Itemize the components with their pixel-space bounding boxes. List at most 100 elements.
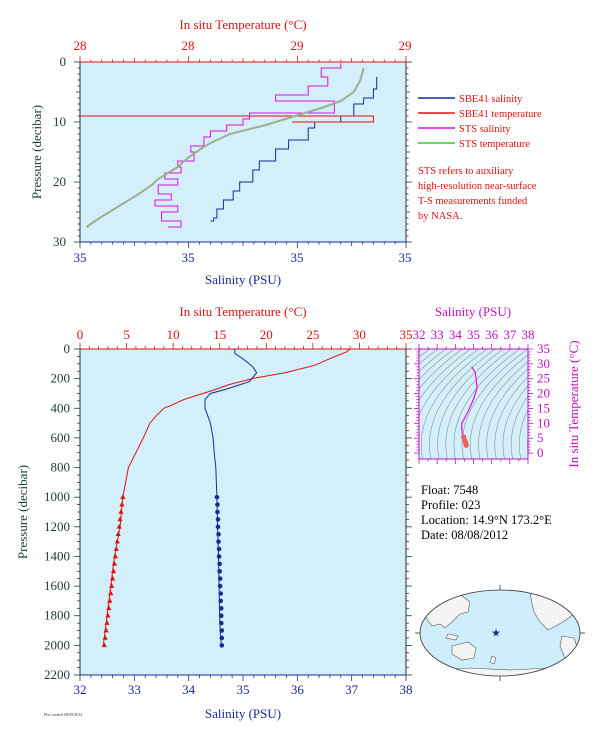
ts-sal-tick-label: 32 bbox=[413, 327, 426, 342]
sbe41-temperature-line bbox=[80, 115, 374, 123]
top-temp-axis-label: In situ Temperature (°C) bbox=[179, 17, 306, 32]
pressure-tick-label: 800 bbox=[51, 460, 71, 475]
ts-curve bbox=[460, 366, 478, 448]
temperature-marker bbox=[112, 553, 118, 559]
salinity-tick-label: 38 bbox=[400, 682, 413, 697]
top-temp-tick: 28 bbox=[74, 38, 87, 53]
top-sal-tick: 35 bbox=[182, 250, 195, 265]
top-plot-area bbox=[80, 62, 406, 242]
pressure-tick-label: 1800 bbox=[44, 608, 70, 623]
top-pressure-tick: 10 bbox=[53, 114, 66, 129]
main-plot-area bbox=[80, 349, 406, 675]
main-tick-marks bbox=[74, 343, 412, 681]
salinity-tick-label: 33 bbox=[128, 682, 141, 697]
salinity-marker bbox=[216, 539, 221, 544]
density-contour bbox=[478, 361, 528, 459]
temp-tick-label: 30 bbox=[353, 327, 366, 342]
temperature-marker bbox=[120, 494, 126, 499]
salinity-marker bbox=[219, 643, 225, 648]
top-temp-tick: 28 bbox=[182, 38, 195, 53]
temperature-marker bbox=[102, 634, 108, 640]
plot-caption: Plot created 08/09/2012 bbox=[44, 712, 82, 717]
ts-temp-axis-label: In situ Temperature (°C) bbox=[566, 340, 581, 467]
sts-temperature-line bbox=[85, 67, 365, 228]
temperature-marker bbox=[113, 546, 119, 551]
ts-temp-tick-label: 5 bbox=[537, 430, 544, 445]
top-pressure-tick: 30 bbox=[53, 234, 66, 249]
ts-tick-marks bbox=[414, 344, 533, 464]
salinity-marker bbox=[218, 620, 224, 626]
legend-label: STS temperature bbox=[459, 139, 530, 150]
salinity-tick-label: 35 bbox=[237, 682, 250, 697]
pressure-tick-label: 2000 bbox=[44, 637, 70, 652]
main-sal-axis-label: Salinity (PSU) bbox=[205, 706, 281, 721]
temperature-marker bbox=[116, 523, 122, 529]
top-pressure-tick: 20 bbox=[53, 174, 66, 189]
density-contour bbox=[419, 349, 463, 390]
top-sal-tick: 35 bbox=[291, 250, 304, 265]
date: Date: 08/08/2012 bbox=[421, 528, 508, 542]
temperature-marker bbox=[114, 538, 120, 544]
temp-tick-label: 0 bbox=[77, 327, 84, 342]
pressure-tick-label: 1600 bbox=[44, 578, 70, 593]
sts-note: STS refers to auxiliary high-resolution … bbox=[418, 166, 537, 222]
temperature-marker bbox=[111, 560, 118, 566]
temp-tick-label: 25 bbox=[306, 327, 319, 342]
temp-tick-label: 10 bbox=[167, 327, 180, 342]
temperature-marker bbox=[118, 509, 124, 514]
main-series-markers bbox=[101, 494, 225, 648]
density-contour bbox=[510, 395, 528, 459]
ts-sal-tick-label: 37 bbox=[503, 327, 517, 342]
top-pressure-tick: 0 bbox=[60, 54, 67, 69]
ts-temp-tick-label: 0 bbox=[537, 445, 544, 460]
pressure-tick-label: 1000 bbox=[44, 489, 70, 504]
map-landmass bbox=[559, 635, 579, 671]
main-tick-labels: 0200400600800100012001400160018002000220… bbox=[44, 327, 413, 697]
temperature-marker bbox=[119, 501, 125, 507]
density-contour bbox=[519, 409, 528, 459]
temp-tick-label: 5 bbox=[123, 327, 130, 342]
legend-label: SBE41 temperature bbox=[459, 109, 542, 120]
salinity-marker bbox=[217, 568, 222, 574]
note-line: high-resolution near-surface bbox=[418, 181, 537, 192]
top-tick-marks bbox=[74, 56, 412, 248]
density-contour bbox=[419, 349, 480, 417]
temperature-marker bbox=[110, 575, 116, 581]
location: Location: 14.9°N 173.2°E bbox=[421, 513, 552, 527]
note-line: STS refers to auxiliary bbox=[418, 166, 514, 177]
ts-sal-tick-label: 34 bbox=[449, 327, 463, 342]
top-chart: In situ Temperature (°C) 28 28 29 29 35 … bbox=[29, 17, 542, 287]
ts-sal-tick-label: 35 bbox=[467, 327, 480, 342]
salinity-tick-label: 32 bbox=[74, 682, 87, 697]
ts-sal-axis-label: Salinity (PSU) bbox=[435, 304, 511, 319]
sbe41-salinity-line bbox=[210, 77, 378, 222]
pressure-tick-label: 600 bbox=[51, 430, 71, 445]
temperature-marker bbox=[117, 516, 123, 522]
salinity-marker bbox=[215, 524, 221, 530]
temperature-marker bbox=[109, 583, 115, 588]
pressure-tick-label: 200 bbox=[51, 371, 71, 386]
map-landmass bbox=[489, 655, 497, 665]
temperature-marker bbox=[101, 642, 107, 648]
temp-tick-label: 35 bbox=[400, 327, 413, 342]
temperature-marker bbox=[103, 627, 109, 633]
density-contour bbox=[453, 349, 521, 459]
salinity-marker bbox=[218, 591, 224, 596]
float-info: Float: 7548 Profile: 023 Location: 14.9°… bbox=[421, 483, 552, 542]
salinity-marker bbox=[216, 554, 222, 559]
salinity-marker bbox=[215, 509, 220, 515]
salinity-marker bbox=[216, 531, 221, 537]
temperature-marker bbox=[108, 590, 114, 596]
density-contour bbox=[486, 368, 528, 459]
legend-label: SBE41 salinity bbox=[459, 94, 523, 105]
salinity-marker bbox=[217, 576, 223, 581]
density-contour bbox=[419, 349, 447, 372]
star-icon: ★ bbox=[491, 628, 501, 640]
density-contour bbox=[437, 349, 504, 459]
ts-sal-tick-label: 38 bbox=[522, 327, 535, 342]
ts-temp-tick-label: 35 bbox=[537, 341, 550, 356]
pressure-tick-label: 0 bbox=[64, 341, 71, 356]
temperature-marker bbox=[110, 568, 117, 574]
ts-deep-marker bbox=[463, 442, 469, 448]
float-id: Float: 7548 bbox=[421, 483, 478, 497]
